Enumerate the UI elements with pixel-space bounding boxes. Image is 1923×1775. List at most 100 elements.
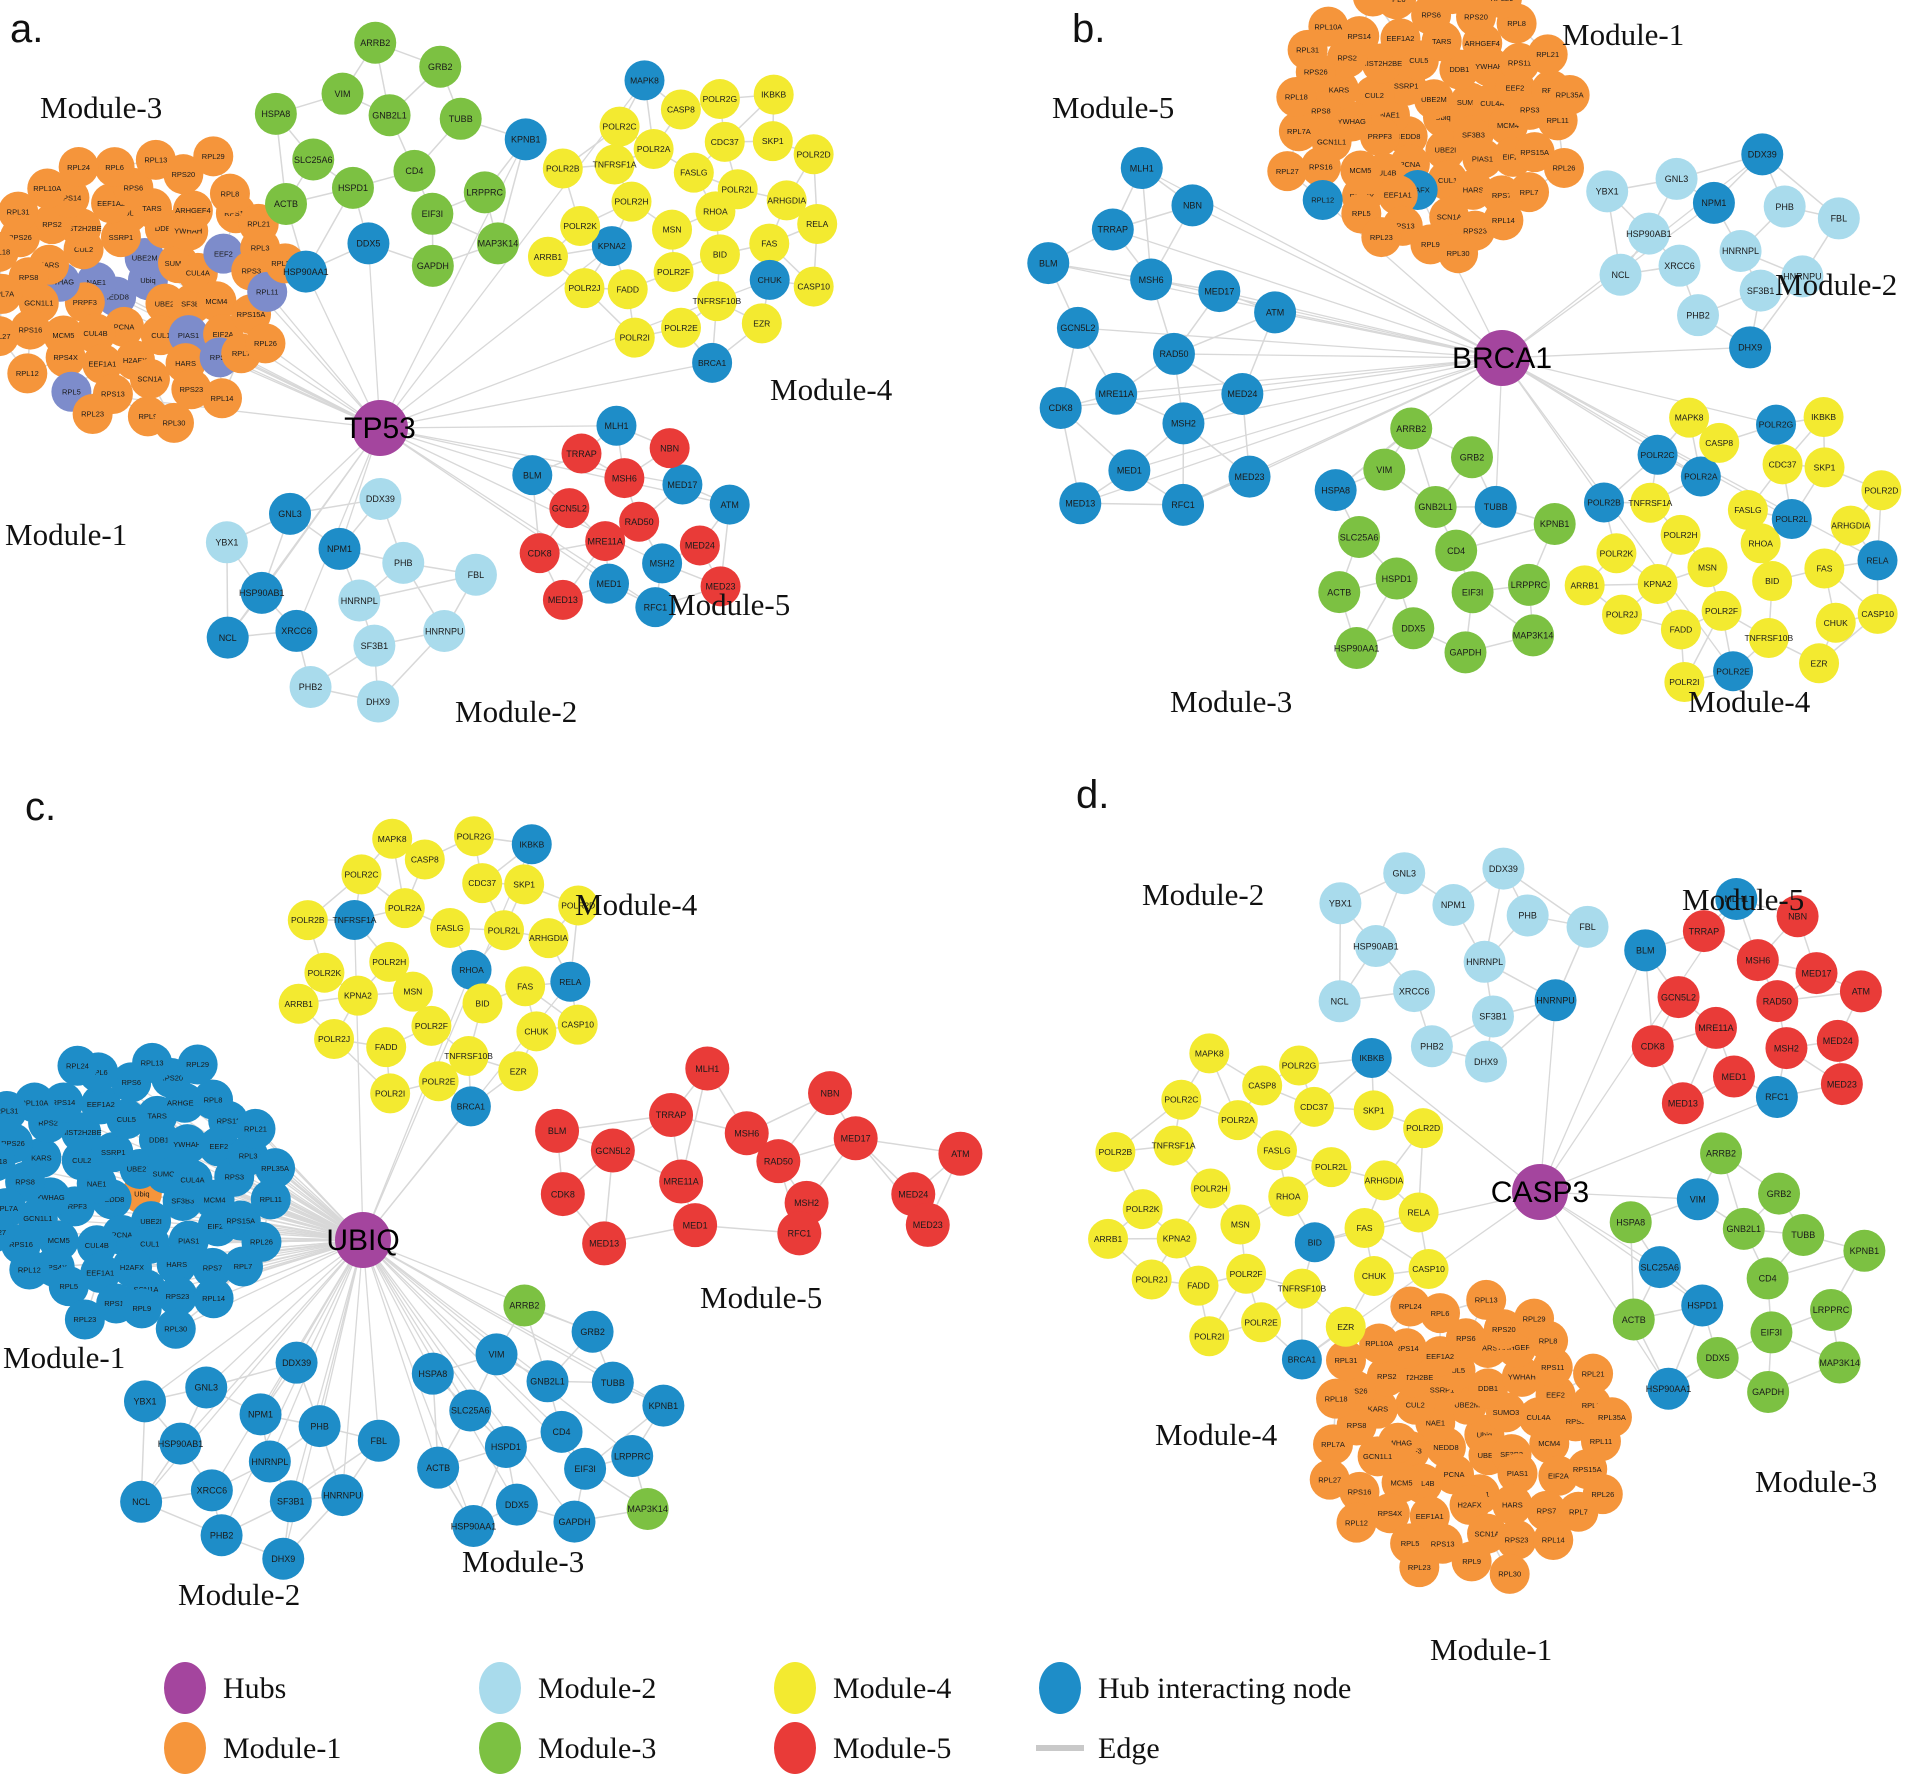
node-label-EEF1A1: EEF1A1: [1416, 1512, 1444, 1521]
node-LRPPRC: [1508, 563, 1551, 606]
node-label-POLR2E: POLR2E: [1716, 666, 1750, 676]
node-label-RPL24: RPL24: [66, 1061, 89, 1070]
node-IKBKB: [1351, 1038, 1392, 1079]
node-KPNB1: [1843, 1229, 1886, 1272]
node-HNRNPL: [1463, 940, 1506, 983]
node-label-SKP1: SKP1: [1363, 1105, 1385, 1115]
node-label-MSH2: MSH2: [650, 559, 675, 569]
node-label-NCL: NCL: [132, 1497, 150, 1507]
node-RAD50: [1756, 980, 1799, 1023]
node-RPL31: [0, 1090, 27, 1131]
node-label-PHB2: PHB2: [1420, 1042, 1444, 1052]
node-VIM: [321, 72, 364, 115]
node-label-HARS: HARS: [175, 359, 196, 368]
node-label-EEF1A1: EEF1A1: [88, 360, 116, 369]
node-RPL26: [1543, 147, 1584, 188]
node-label-FADD: FADD: [616, 284, 639, 294]
node-ATM: [938, 1131, 983, 1176]
node-HSP90AA1: [452, 1505, 495, 1548]
module-label-c-Module-1: Module-1: [3, 1340, 125, 1375]
module-label-a-Module-4: Module-4: [770, 372, 893, 407]
node-label-RPS7: RPS7: [1537, 1507, 1557, 1516]
node-label-MSH2: MSH2: [794, 1198, 819, 1208]
node-label-GNL3: GNL3: [1392, 868, 1416, 878]
node-label-XRCC6: XRCC6: [1664, 261, 1695, 271]
panel-b: Ubiq NEDD8 UBE2M UBE2I NAE1 SUMO3 PCNA SSRP1 SF3…: [1027, 0, 1902, 719]
node-label-YWHAH: YWHAH: [1508, 1373, 1536, 1382]
node-label-RPL21: RPL21: [1582, 1369, 1605, 1378]
node-POLR2C: [1161, 1079, 1202, 1120]
panel-d-labels: d. Module-1 Module-2 Module-3 Module-4 Module…: [1076, 773, 1877, 1667]
node-label-MED1: MED1: [1721, 1072, 1746, 1082]
node-MCM5: [1381, 1462, 1422, 1503]
node-label-POLR2F: POLR2F: [1705, 606, 1738, 616]
node-CASP10: [793, 266, 834, 307]
node-label-MLH1: MLH1: [1724, 894, 1748, 904]
node-MED13: [542, 579, 583, 620]
node-label-MED24: MED24: [685, 541, 715, 551]
node-label-CUL5: CUL5: [119, 209, 138, 218]
node-EZR: [741, 303, 782, 344]
node-label-MSN: MSN: [403, 987, 422, 997]
node-ACTB: [1318, 571, 1361, 614]
node-label-MLH1: MLH1: [604, 421, 628, 431]
node-label-MRE11A: MRE11A: [588, 536, 623, 546]
node-POLR2E: [661, 307, 702, 348]
node-MED24: [1816, 1019, 1859, 1062]
node-BID: [699, 234, 740, 275]
hub-edge: [362, 969, 473, 1241]
legend-swatch-green: [479, 1722, 521, 1774]
node-MED23: [1820, 1063, 1863, 1106]
node-label-RPL13: RPL13: [1475, 1296, 1498, 1305]
node-label-BID: BID: [1765, 576, 1779, 586]
hub-edge: [379, 362, 713, 429]
node-RPL30: [1489, 1553, 1530, 1594]
node-label-RPL9: RPL9: [1462, 1557, 1481, 1566]
node-label-DDX39: DDX39: [1489, 864, 1518, 874]
node-label-ARRB2: ARRB2: [1396, 424, 1426, 434]
node-GRB2: [419, 45, 462, 88]
node-label-RPL9: RPL9: [138, 412, 157, 421]
node-HNRNPU: [423, 610, 466, 653]
node-label-HARS: HARS: [1502, 1500, 1523, 1509]
node-ARHGDIA: [1363, 1160, 1404, 1201]
node-SLC25A6: [1338, 516, 1381, 559]
node-label-UBE2I: UBE2I: [1435, 146, 1457, 155]
node-label-RPS20: RPS20: [1492, 1325, 1516, 1334]
module-label-a-Module-5: Module-5: [668, 587, 790, 622]
node-ARHGDIA: [1830, 505, 1871, 546]
node-label-RPL11: RPL11: [260, 1195, 282, 1204]
node-label-XRCC6: XRCC6: [281, 626, 312, 636]
node-label-ARHGDIA: ARHGDIA: [529, 933, 568, 943]
node-label-NPM1: NPM1: [1441, 900, 1466, 910]
node-label-HSP90AA1: HSP90AA1: [1334, 643, 1380, 653]
node-DDX5: [1392, 607, 1435, 650]
node-label-TNFRSF10B: TNFRSF10B: [1744, 633, 1793, 643]
node-PHB: [298, 1405, 341, 1448]
node-MLH1: [1715, 877, 1758, 920]
node-label-RHOA: RHOA: [1748, 538, 1773, 548]
node-label-PCNA: PCNA: [1444, 1470, 1465, 1479]
hub-node-CASP3: [1512, 1164, 1568, 1220]
node-label-ARRB2: ARRB2: [509, 1301, 539, 1311]
node-FAS: [505, 966, 546, 1007]
node-label-GCN1L1: GCN1L1: [1363, 1452, 1392, 1461]
node-label-HSP90AB1: HSP90AB1: [1353, 941, 1399, 951]
node-label-RPL31: RPL31: [1296, 46, 1319, 55]
hub-node-UBIQ: [335, 1212, 391, 1268]
node-label-HIST2H2BE: HIST2H2BE: [61, 1128, 102, 1137]
node-FBL: [1566, 905, 1609, 948]
node-label-RPS7: RPS7: [210, 353, 230, 362]
node-label-RPL7A: RPL7A: [1321, 1440, 1345, 1449]
node-label-YBX1: YBX1: [1596, 187, 1619, 197]
node-MSH2: [1162, 402, 1205, 445]
node-label-CUL1: CUL1: [1438, 176, 1457, 185]
node-label-MCM4: MCM4: [1538, 1439, 1560, 1448]
node-label-PRPF3: PRPF3: [63, 1202, 87, 1211]
node-MSN: [392, 971, 433, 1012]
node-label-RPL8: RPL8: [221, 189, 240, 198]
node-POLR2D: [558, 885, 599, 926]
node-label-RPL7A: RPL7A: [0, 1204, 18, 1213]
node-MED23: [700, 566, 741, 607]
